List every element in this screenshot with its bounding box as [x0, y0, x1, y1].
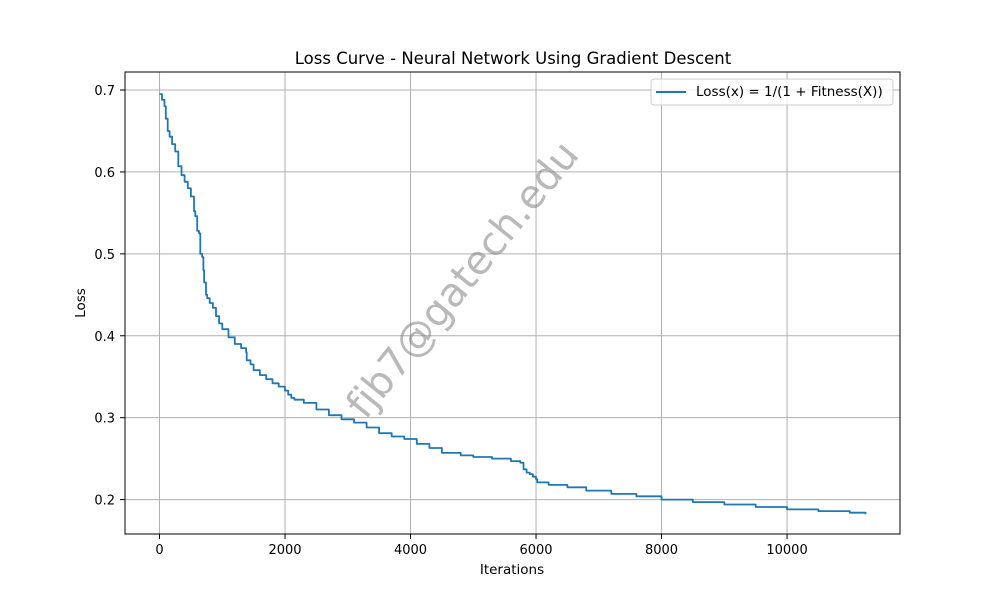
x-axis-label: Iterations: [480, 562, 544, 578]
y-tick-label: 0.6: [94, 166, 115, 181]
y-axis-label: Loss: [73, 288, 89, 318]
legend: Loss(x) = 1/(1 + Fitness(X)): [650, 78, 894, 106]
grid-lines: [125, 72, 900, 534]
x-tick-label: 0: [155, 543, 163, 558]
series-layer: [159, 93, 867, 515]
y-tick-label: 0.3: [94, 412, 115, 427]
legend-box: [650, 78, 894, 106]
y-tick-label: 0.4: [94, 330, 115, 345]
x-tick-label: 6000: [519, 543, 552, 558]
loss-series-line: [159, 93, 867, 515]
chart-title: Loss Curve - Neural Network Using Gradie…: [295, 49, 732, 68]
y-tick-label: 0.2: [94, 494, 115, 509]
x-tick-label: 10000: [766, 543, 807, 558]
y-tick-label: 0.7: [94, 84, 115, 99]
plot-area-frame: [124, 71, 901, 535]
x-tick-label: 4000: [394, 543, 427, 558]
x-tick-label: 8000: [645, 543, 678, 558]
x-tick-label: 2000: [268, 543, 301, 558]
axis-ticks: 0 2000 4000 6000 8000 10000 0.2 0.3 0.4 0.5 0.6 0.7: [94, 84, 807, 558]
y-tick-label: 0.5: [94, 248, 115, 263]
legend-label: Loss(x) = 1/(1 + Fitness(X)): [696, 84, 883, 100]
